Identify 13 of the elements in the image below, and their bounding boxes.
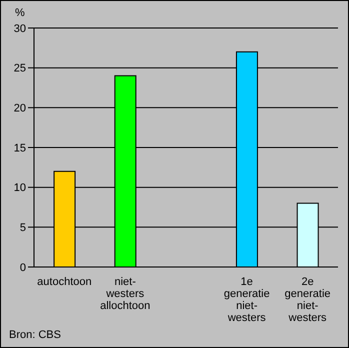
y-tick-label: 10 xyxy=(14,182,26,194)
y-tick-label: 20 xyxy=(14,102,26,115)
y-tick-label: 15 xyxy=(14,142,26,154)
y-tick-label: 25 xyxy=(14,62,26,75)
y-tick-label: 30 xyxy=(14,22,26,35)
x-tick-label: niet-westers allochtoon xyxy=(100,276,150,312)
y-axis-title: % xyxy=(15,7,25,19)
text: Bron: CBS xyxy=(9,329,61,341)
x-tick-label: 1e generatie niet-westers xyxy=(224,276,270,324)
x-tick-label: 2e generatie niet-westers xyxy=(284,276,331,324)
y-tick-label: 5 xyxy=(20,222,26,234)
y-tick-label: 0 xyxy=(20,262,26,274)
x-tick-label: autochtoon xyxy=(37,276,92,288)
